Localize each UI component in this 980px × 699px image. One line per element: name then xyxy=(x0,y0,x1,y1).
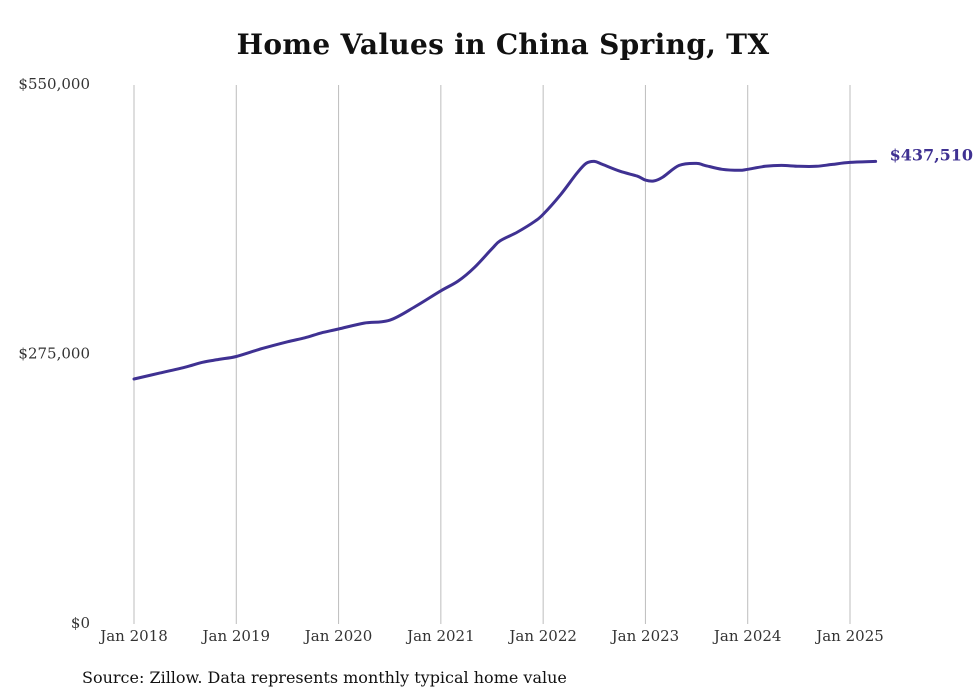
x-tick-label: Jan 2021 xyxy=(405,627,475,645)
end-value-label: $437,510 xyxy=(890,145,974,164)
x-tick-label: Jan 2022 xyxy=(507,627,577,645)
y-tick-label: $0 xyxy=(71,614,90,632)
y-axis-ticks: $0 $275,000 $550,000 xyxy=(18,75,90,632)
x-tick-label: Jan 2020 xyxy=(303,627,373,645)
x-tick-label: Jan 2018 xyxy=(98,627,168,645)
vertical-gridlines xyxy=(133,85,851,624)
source-note: Source: Zillow. Data represents monthly … xyxy=(82,668,567,687)
y-tick-label: $275,000 xyxy=(18,345,90,363)
x-axis-ticks: Jan 2018 Jan 2019 Jan 2020 Jan 2021 Jan 2022… xyxy=(98,627,884,645)
chart-title: Home Values in China Spring, TX xyxy=(236,28,770,61)
series-line xyxy=(132,159,878,381)
x-tick-label: Jan 2025 xyxy=(814,627,884,645)
y-tick-label: $550,000 xyxy=(18,75,90,93)
x-tick-label: Jan 2024 xyxy=(712,627,782,645)
x-tick-label: Jan 2019 xyxy=(201,627,271,645)
x-tick-label: Jan 2023 xyxy=(610,627,680,645)
series-group xyxy=(132,159,878,381)
